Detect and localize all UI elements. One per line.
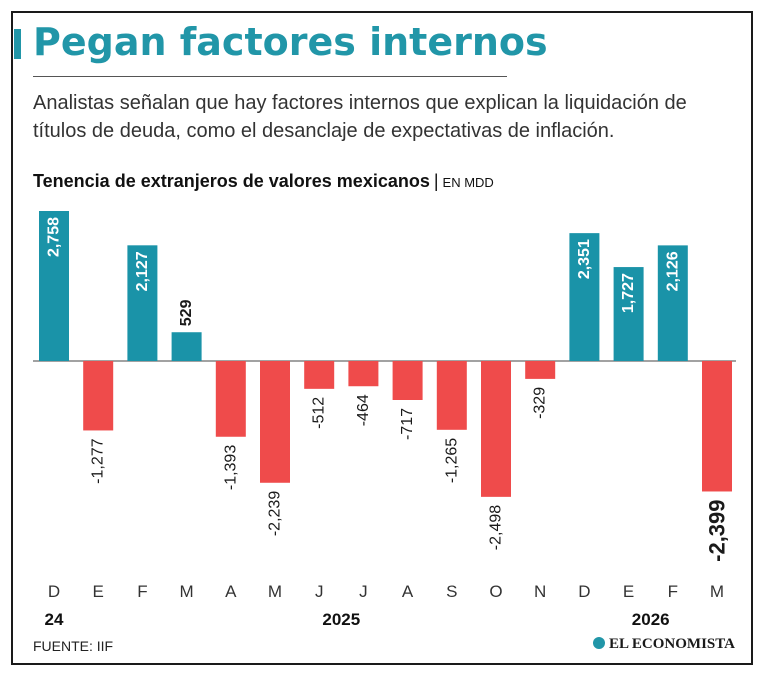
bar-value-label: 2,126 xyxy=(664,251,681,291)
year-label: 24 xyxy=(45,610,64,629)
bar-value-label: -1,393 xyxy=(222,445,239,490)
x-tick-label: S xyxy=(446,582,457,601)
subtitle: Analistas señalan que hay factores inter… xyxy=(33,92,687,142)
bar-value-label: -2,239 xyxy=(267,491,284,536)
year-label: 2026 xyxy=(632,610,670,629)
bar xyxy=(83,361,114,431)
chart-title: Tenencia de extranjeros de valores mexic… xyxy=(33,171,494,192)
bar xyxy=(39,211,69,361)
x-tick-label: O xyxy=(489,582,502,601)
bar-value-label: -2,498 xyxy=(488,505,505,550)
x-tick-label: M xyxy=(268,582,282,601)
bar-value-label: -1,265 xyxy=(443,438,460,483)
x-tick-label: A xyxy=(225,582,237,601)
bar xyxy=(348,361,379,387)
bar xyxy=(613,267,644,361)
chart-unit: EN MDD xyxy=(442,175,494,190)
bar-value-label: 1,727 xyxy=(620,273,637,313)
brand-icon xyxy=(593,637,605,649)
bar-value-label: -2,399 xyxy=(705,499,730,561)
year-label: 2025 xyxy=(322,610,360,629)
bar-value-label: 2,351 xyxy=(576,239,593,279)
bar-value-label: -1,277 xyxy=(90,438,107,483)
bar-value-label: 2,758 xyxy=(46,217,63,257)
title-accent-bar xyxy=(14,29,21,59)
bar-value-label: 2,127 xyxy=(134,251,151,291)
bar xyxy=(260,361,290,483)
x-tick-label: M xyxy=(710,582,724,601)
bar xyxy=(392,361,423,400)
bar xyxy=(569,233,600,361)
x-tick-label: E xyxy=(623,582,634,601)
bar-value-label: 529 xyxy=(178,299,195,326)
brand-logo: EL ECONOMISTA xyxy=(593,636,735,653)
bar xyxy=(525,361,556,379)
bar-value-label: -464 xyxy=(355,394,372,426)
x-tick-label: J xyxy=(359,582,368,601)
x-tick-label: E xyxy=(93,582,104,601)
bar-value-label: -717 xyxy=(399,408,416,440)
x-tick-label: F xyxy=(137,582,147,601)
title-divider xyxy=(33,76,507,77)
x-tick-label: N xyxy=(534,582,546,601)
bar xyxy=(304,361,335,389)
bar xyxy=(215,361,246,437)
x-tick-label: D xyxy=(48,582,60,601)
bar-value-label: -512 xyxy=(311,397,328,429)
chart-title-text: Tenencia de extranjeros de valores mexic… xyxy=(33,171,430,191)
x-tick-label: M xyxy=(180,582,194,601)
x-tick-label: F xyxy=(668,582,678,601)
bar xyxy=(171,332,202,361)
source-note: FUENTE: IIF xyxy=(33,638,114,654)
bar xyxy=(702,361,732,492)
page-title: Pegan factores internos xyxy=(33,20,548,64)
brand-name: EL ECONOMISTA xyxy=(609,636,735,652)
bar-value-label: -329 xyxy=(532,387,549,419)
x-tick-label: D xyxy=(578,582,590,601)
x-tick-label: A xyxy=(402,582,414,601)
title-separator: | xyxy=(433,171,439,191)
bar xyxy=(657,245,688,361)
bar xyxy=(481,361,511,497)
x-tick-label: J xyxy=(315,582,324,601)
bar xyxy=(127,245,158,361)
bar xyxy=(436,361,467,430)
